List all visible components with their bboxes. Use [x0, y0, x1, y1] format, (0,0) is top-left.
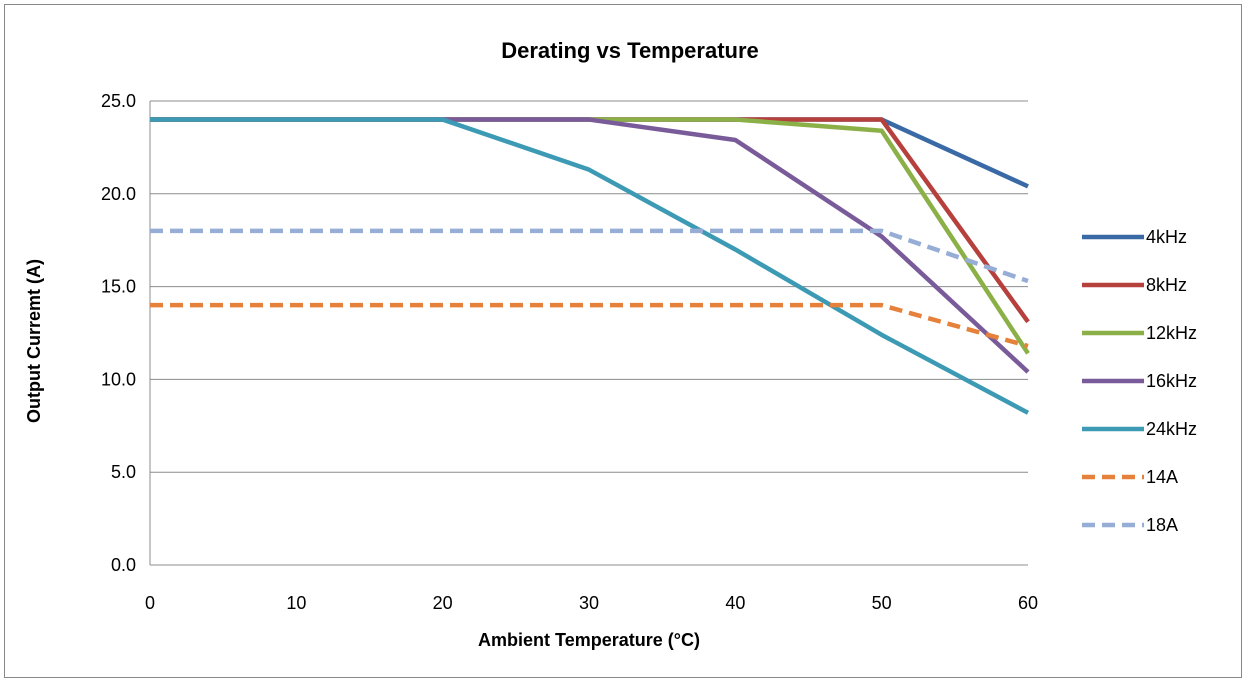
x-tick-label: 40	[725, 593, 745, 613]
legend-label: 16kHz	[1146, 371, 1197, 391]
y-tick-label: 25.0	[101, 91, 136, 111]
series-line-18A	[150, 228, 1029, 284]
legend-label: 14A	[1146, 467, 1178, 487]
x-axis-ticks: 0 10 20 30 40 50 60	[145, 593, 1038, 613]
y-tick-label: 10.0	[101, 369, 136, 389]
y-tick-label: 15.0	[101, 277, 136, 297]
legend: 4kHz 8kHz 12kHz 16kHz 24kHz 14A 18A	[1082, 227, 1197, 535]
x-axis-title: Ambient Temperature (°C)	[478, 630, 700, 650]
x-tick-label: 20	[433, 593, 453, 613]
chart-frame	[4, 4, 1242, 678]
chart-title: Derating vs Temperature	[501, 38, 759, 63]
legend-label: 12kHz	[1146, 323, 1197, 343]
gridlines	[150, 100, 1028, 566]
legend-label: 18A	[1146, 515, 1178, 535]
legend-label: 24kHz	[1146, 419, 1197, 439]
legend-label: 4kHz	[1146, 227, 1187, 247]
y-tick-label: 0.0	[111, 555, 136, 575]
y-tick-label: 5.0	[111, 462, 136, 482]
x-tick-label: 0	[145, 593, 155, 613]
y-axis-title: Output Curremt (A)	[24, 259, 44, 423]
x-tick-label: 30	[579, 593, 599, 613]
series-line-24kHz	[150, 117, 1030, 415]
y-tick-label: 20.0	[101, 184, 136, 204]
legend-label: 8kHz	[1146, 275, 1187, 295]
series-lines	[150, 117, 1030, 415]
x-tick-label: 10	[286, 593, 306, 613]
series-line-16kHz	[150, 117, 1030, 374]
y-axis-ticks: 0.0 5.0 10.0 15.0 20.0 25.0	[101, 91, 136, 575]
x-tick-label: 50	[872, 593, 892, 613]
series-line-14A	[150, 302, 1029, 349]
x-tick-label: 60	[1018, 593, 1038, 613]
